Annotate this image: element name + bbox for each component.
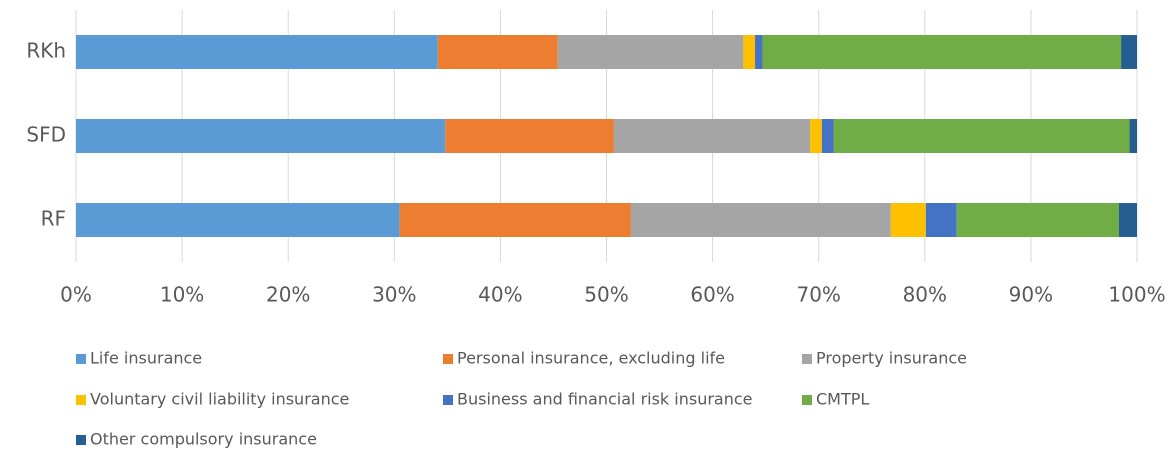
- x-tick-label: 100%: [1108, 283, 1165, 307]
- bar-segment: [956, 203, 1119, 237]
- bar-segment: [1118, 203, 1137, 237]
- legend-label: CMTPL: [816, 390, 869, 409]
- legend-swatch: [76, 354, 86, 364]
- bar-segment: [437, 35, 558, 69]
- legend-label: Property insurance: [816, 349, 967, 368]
- x-tick-label: 0%: [60, 283, 92, 307]
- x-tick-label: 60%: [690, 283, 734, 307]
- legend-label: Business and financial risk insurance: [457, 390, 753, 409]
- x-tick-label: 20%: [266, 283, 310, 307]
- x-tick-label: 40%: [478, 283, 522, 307]
- bar-segment: [76, 119, 446, 153]
- legend-label: Other compulsory insurance: [90, 430, 317, 449]
- bar-segment: [1129, 119, 1137, 153]
- legend-swatch: [443, 395, 453, 405]
- bar-segment: [833, 119, 1130, 153]
- y-tick-label: RF: [41, 207, 66, 231]
- bar-segment: [399, 203, 631, 237]
- bar-segment: [613, 119, 811, 153]
- legend-label: Personal insurance, excluding life: [457, 349, 725, 368]
- bar-segment: [1121, 35, 1137, 69]
- legend-swatch: [802, 395, 812, 405]
- legend-swatch: [802, 354, 812, 364]
- bar-segment: [762, 35, 1122, 69]
- bar-segment: [743, 35, 756, 69]
- x-tick-label: 80%: [903, 283, 947, 307]
- y-tick-label: RKh: [26, 39, 66, 63]
- x-tick-label: 90%: [1009, 283, 1053, 307]
- bar-segment: [810, 119, 822, 153]
- bar-segment: [445, 119, 614, 153]
- legend-label: Life insurance: [90, 349, 202, 368]
- x-tick-label: 50%: [584, 283, 628, 307]
- legend-swatch: [76, 435, 86, 445]
- legend-swatch: [76, 395, 86, 405]
- bar-segment: [76, 203, 400, 237]
- bar-segment: [925, 203, 957, 237]
- bar-segment: [821, 119, 834, 153]
- legend-label: Voluntary civil liability insurance: [90, 390, 349, 409]
- legend-swatch: [443, 354, 453, 364]
- bar-segment: [755, 35, 763, 69]
- x-tick-label: 10%: [160, 283, 204, 307]
- bar-segment: [76, 35, 438, 69]
- bar-segment: [890, 203, 926, 237]
- x-tick-label: 70%: [796, 283, 840, 307]
- bar-segment: [630, 203, 891, 237]
- y-tick-label: SFD: [26, 123, 66, 147]
- bar-segment: [557, 35, 744, 69]
- x-tick-label: 30%: [372, 283, 416, 307]
